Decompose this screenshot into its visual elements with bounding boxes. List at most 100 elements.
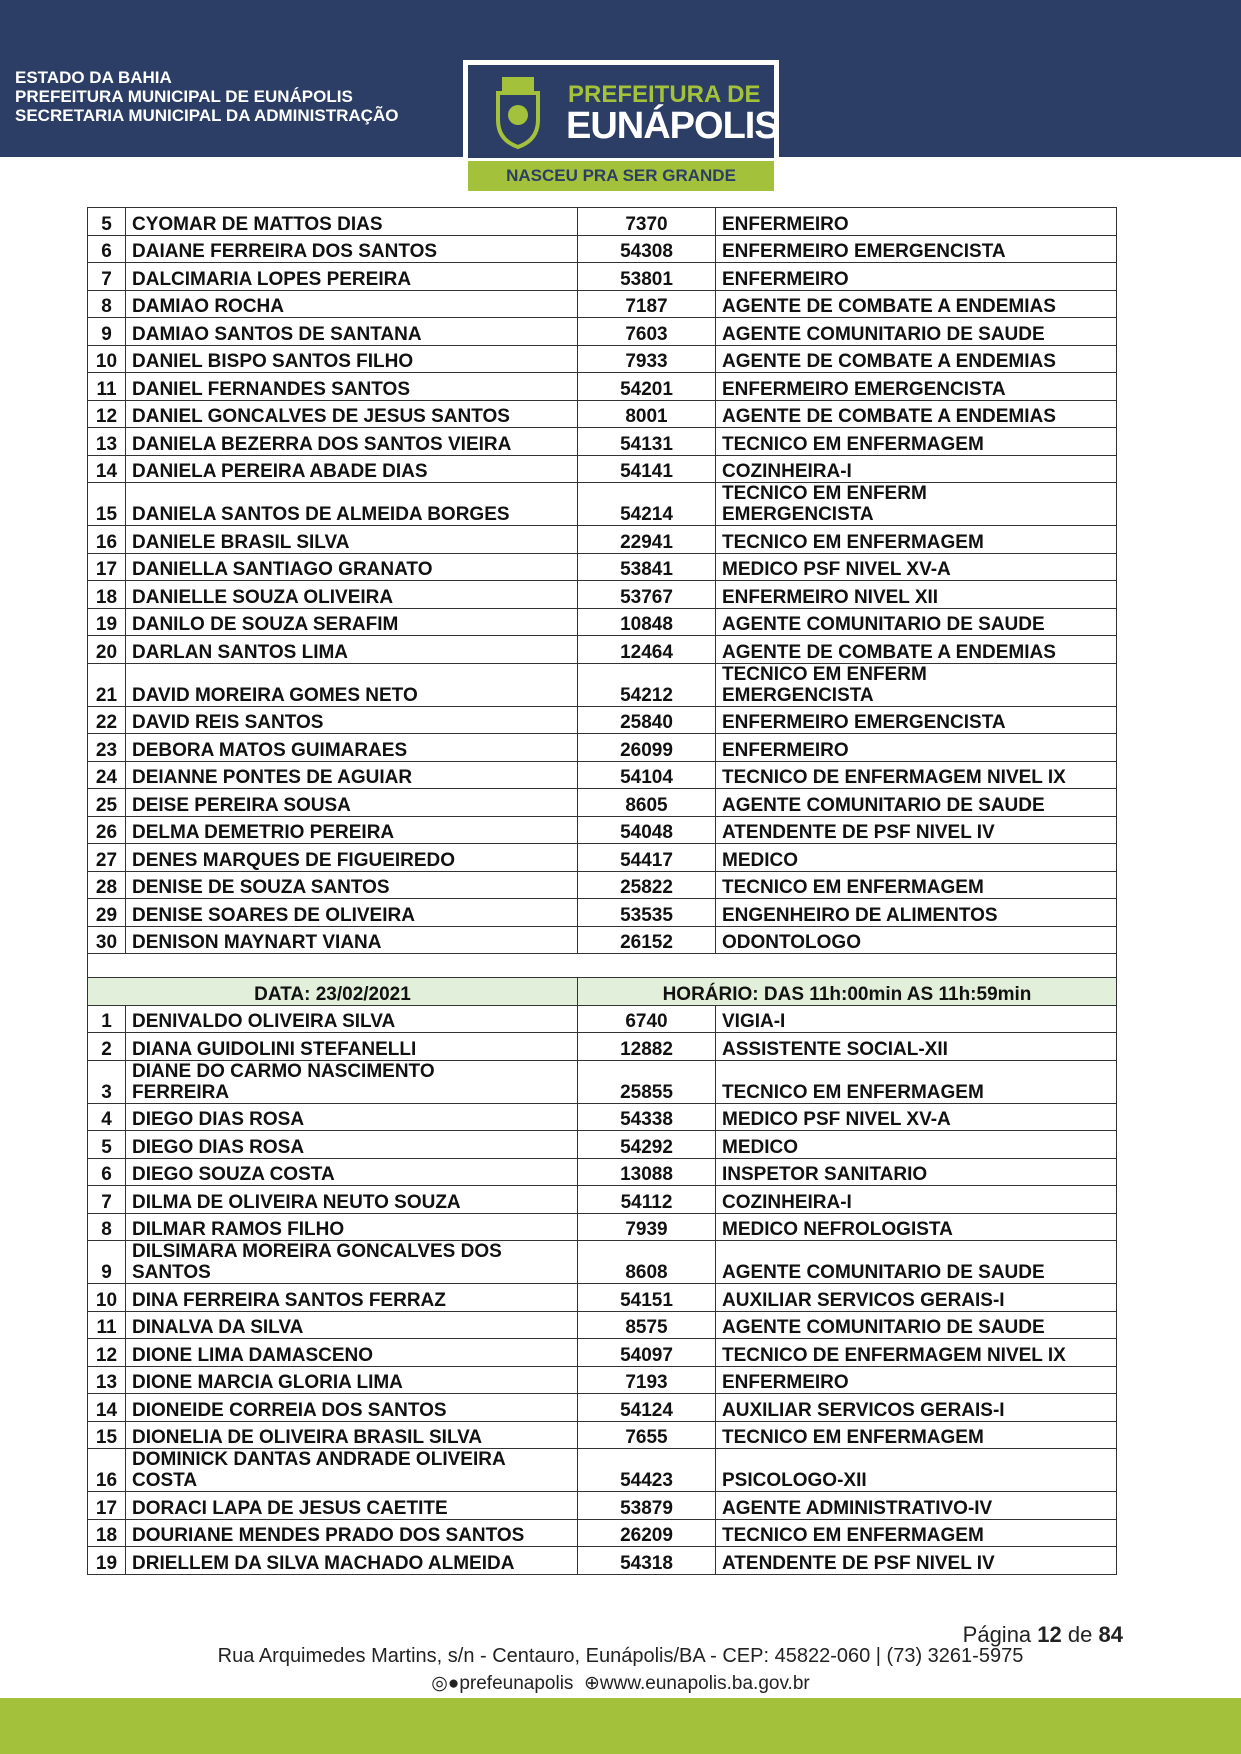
job-title: AUXILIAR SERVICOS GERAIS-I — [715, 1393, 1117, 1422]
registration-code: 54048 — [577, 815, 716, 844]
secretariat-name: SECRETARIA MUNICIPAL DA ADMINISTRAÇÃO — [15, 106, 399, 125]
table-row: 6 DAIANE FERREIRA DOS SANTOS 54308 ENFERMEI… — [87, 234, 1117, 263]
job-title: PSICOLOGO-XII — [715, 1448, 1117, 1492]
employee-name: DENISE DE SOUZA SANTOS — [125, 870, 578, 899]
employee-name: DILMA DE OLIVEIRA NEUTO SOUZA — [125, 1185, 578, 1214]
registration-code: 54292 — [577, 1130, 716, 1159]
row-number: 10 — [87, 344, 126, 373]
employee-name: DRIELLEM DA SILVA MACHADO ALMEIDA — [125, 1546, 578, 1575]
employee-name: DANIEL FERNANDES SANTOS — [125, 372, 578, 401]
table-row: 10 DINA FERREIRA SANTOS FERRAZ 54151 AUXILI… — [87, 1283, 1117, 1312]
table-row: 18 DOURIANE MENDES PRADO DOS SANTOS 26209 T… — [87, 1518, 1117, 1547]
employee-name: DIANE DO CARMO NASCIMENTO FERREIRA — [125, 1059, 578, 1104]
job-title: ENGENHEIRO DE ALIMENTOS — [715, 898, 1117, 927]
registration-code: 6740 — [577, 1004, 716, 1033]
job-title: COZINHEIRA-I — [715, 454, 1117, 483]
employee-name: DANIEL BISPO SANTOS FILHO — [125, 344, 578, 373]
employee-name: DIONEIDE CORREIA DOS SANTOS — [125, 1393, 578, 1422]
registration-code: 10848 — [577, 607, 716, 636]
registration-code: 13088 — [577, 1157, 716, 1186]
row-number: 9 — [87, 1240, 126, 1284]
employee-name: DEBORA MATOS GUIMARAES — [125, 733, 578, 762]
registration-code: 8001 — [577, 399, 716, 428]
employee-name: DANIELA BEZERRA DOS SANTOS VIEIRA — [125, 427, 578, 456]
registration-code: 54141 — [577, 454, 716, 483]
job-title: AGENTE DE COMBATE A ENDEMIAS — [715, 344, 1117, 373]
job-title: AGENTE COMUNITARIO DE SAUDE — [715, 1240, 1117, 1284]
registration-code: 8575 — [577, 1310, 716, 1339]
table-row: 23 DEBORA MATOS GUIMARAES 26099 ENFERMEIRO — [87, 733, 1117, 762]
job-title: AGENTE COMUNITARIO DE SAUDE — [715, 607, 1117, 636]
row-number: 6 — [87, 234, 126, 263]
employee-name: DAVID MOREIRA GOMES NETO — [125, 662, 578, 707]
table-row: 26 DELMA DEMETRIO PEREIRA 54048 ATENDENTE D… — [87, 815, 1117, 844]
registration-code: 54201 — [577, 372, 716, 401]
table-row: 12 DANIEL GONCALVES DE JESUS SANTOS 8001 AG… — [87, 399, 1117, 428]
table-row: 24 DEIANNE PONTES DE AGUIAR 54104 TECNICO D… — [87, 760, 1117, 789]
social-links: ◎●prefeunapolis ⊕www.eunapolis.ba.gov.br — [0, 1672, 1241, 1695]
job-title: MEDICO NEFROLOGISTA — [715, 1212, 1117, 1241]
registration-code: 54308 — [577, 234, 716, 263]
row-number: 18 — [87, 580, 126, 609]
row-number: 12 — [87, 399, 126, 428]
row-number: 10 — [87, 1283, 126, 1312]
employee-name: DANIELA SANTOS DE ALMEIDA BORGES — [125, 482, 578, 526]
employee-name: DAVID REIS SANTOS — [125, 705, 578, 734]
table-row: 30 DENISON MAYNART VIANA 26152 ODONTOLOGO — [87, 925, 1117, 954]
job-title: AGENTE COMUNITARIO DE SAUDE — [715, 317, 1117, 346]
registration-code: 26152 — [577, 925, 716, 954]
registration-code: 54124 — [577, 1393, 716, 1422]
employee-name: DIONE LIMA DAMASCENO — [125, 1338, 578, 1367]
registration-code: 7655 — [577, 1420, 716, 1449]
registration-code: 54423 — [577, 1448, 716, 1492]
footer-band — [0, 1698, 1241, 1754]
row-number: 18 — [87, 1518, 126, 1547]
row-number: 4 — [87, 1102, 126, 1131]
table-row: 17 DANIELLA SANTIAGO GRANATO 53841 MEDICO P… — [87, 552, 1117, 581]
employee-name: DENIVALDO OLIVEIRA SILVA — [125, 1004, 578, 1033]
employee-name: DANIEL GONCALVES DE JESUS SANTOS — [125, 399, 578, 428]
prefecture-name: PREFEITURA MUNICIPAL DE EUNÁPOLIS — [15, 87, 353, 106]
registration-code: 53841 — [577, 552, 716, 581]
employee-name: DENISE SOARES DE OLIVEIRA — [125, 898, 578, 927]
row-number: 22 — [87, 705, 126, 734]
employee-name: DAIANE FERREIRA DOS SANTOS — [125, 234, 578, 263]
employee-name: DANIELLA SANTIAGO GRANATO — [125, 552, 578, 581]
registration-code: 54214 — [577, 482, 716, 526]
row-number: 8 — [87, 289, 126, 318]
employee-table: 5 CYOMAR DE MATTOS DIAS 7370 ENFERMEIRO 6 DAI… — [87, 207, 1117, 1575]
registration-code: 7939 — [577, 1212, 716, 1241]
row-number: 1 — [87, 1004, 126, 1033]
website-link[interactable]: www.eunapolis.ba.gov.br — [599, 1673, 810, 1694]
job-title: TECNICO EM ENFERM EMERGENCISTA — [715, 662, 1117, 707]
table-row: 11 DANIEL FERNANDES SANTOS 54201 ENFERMEIRO… — [87, 372, 1117, 401]
state-name: ESTADO DA BAHIA — [15, 68, 172, 87]
job-title: ENFERMEIRO — [715, 262, 1117, 291]
table-row: 13 DANIELA BEZERRA DOS SANTOS VIEIRA 54131… — [87, 427, 1117, 456]
row-number: 19 — [87, 1546, 126, 1575]
row-number: 3 — [87, 1059, 126, 1104]
job-title: AGENTE DE COMBATE A ENDEMIAS — [715, 635, 1117, 664]
table-row: 14 DANIELA PEREIRA ABADE DIAS 54141 COZINHE… — [87, 454, 1117, 483]
social-handle[interactable]: prefeunapolis — [459, 1673, 574, 1694]
section-time: HORÁRIO: DAS 11h:00min AS 11h:59min — [577, 977, 1117, 1006]
job-title: AGENTE DE COMBATE A ENDEMIAS — [715, 289, 1117, 318]
job-title: ENFERMEIRO — [715, 1365, 1117, 1394]
row-number: 27 — [87, 843, 126, 872]
table-row: 22 DAVID REIS SANTOS 25840 ENFERMEIRO EMERG… — [87, 705, 1117, 734]
registration-code: 54151 — [577, 1283, 716, 1312]
job-title: TECNICO EM ENFERMAGEM — [715, 1420, 1117, 1449]
table-row: 6 DIEGO SOUZA COSTA 13088 INSPETOR SANITARI… — [87, 1157, 1117, 1186]
row-number: 19 — [87, 607, 126, 636]
blank-row — [87, 953, 1117, 978]
table-row: 3 DIANE DO CARMO NASCIMENTO FERREIRA 25855… — [87, 1059, 1117, 1104]
row-number: 15 — [87, 482, 126, 526]
row-number: 8 — [87, 1212, 126, 1241]
row-number: 16 — [87, 525, 126, 554]
page-number: Página 12 de 84 — [962, 1622, 1123, 1647]
table-row: 4 DIEGO DIAS ROSA 54338 MEDICO PSF NIVEL XV… — [87, 1102, 1117, 1131]
row-number: 5 — [87, 207, 126, 236]
registration-code: 54338 — [577, 1102, 716, 1131]
job-title: AGENTE COMUNITARIO DE SAUDE — [715, 1310, 1117, 1339]
employee-name: DOURIANE MENDES PRADO DOS SANTOS — [125, 1518, 578, 1547]
